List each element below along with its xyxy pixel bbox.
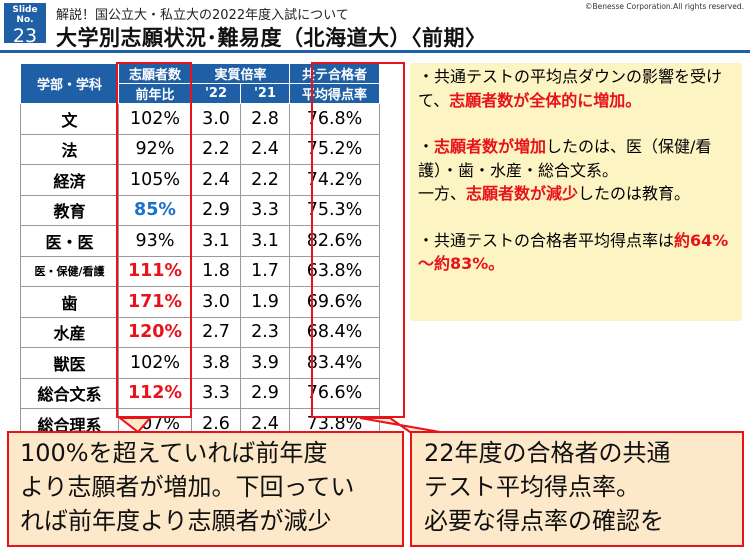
applicants-column-highlight — [116, 62, 192, 418]
note-emphasis: 志願者数が全体的に増加。 — [449, 90, 642, 110]
ratio22-cell: 3.0 — [191, 286, 241, 318]
col-header-y22: '22 — [191, 83, 241, 104]
score-cell: 69.6% — [289, 286, 380, 318]
slide-label: Slide No. — [12, 5, 38, 25]
score-cell: 73.8% — [289, 408, 380, 440]
score-callout — [410, 431, 744, 547]
table-row: 総合文系 112% 3.3 2.9 76.6% — [20, 377, 380, 409]
callout-line: 22年度の合格者の共通 — [424, 439, 671, 467]
callout-line: 必要な得点率の確認を — [424, 507, 664, 535]
callout-line: 100%を超えていれば前年度 — [20, 439, 328, 467]
callout-line: れば前年度より志願者が減少 — [20, 507, 332, 535]
score-cell: 76.6% — [289, 377, 380, 409]
dept-cell: 水産 — [20, 316, 119, 348]
table-row: 教育 85% 2.9 3.3 75.3% — [20, 194, 380, 226]
note-paragraph: ・志願者数が増加したのは、医（保健/看護）・歯・水産・総合文系。一方、志願者数が… — [418, 135, 734, 206]
dept-cell: 医・医 — [20, 225, 119, 257]
note-text: したのは、医（保健/看護）・歯・水産・総合文系。 — [418, 137, 712, 180]
col-header-y21: '21 — [240, 83, 290, 104]
applicants-cell-increase: 171% — [118, 286, 192, 318]
page-subtitle: 解説！国公立大・私立大の2022年度入試について — [56, 8, 349, 23]
applicants-callout — [7, 431, 404, 547]
note-text: したのは教育。 — [578, 184, 691, 203]
ratio21-cell: 2.3 — [240, 316, 290, 348]
admission-table: 学部・学科 志願者数 実質倍率 共テ合格者 前年比 '22 '21 平均得点率 … — [20, 63, 380, 440]
ratio22-cell: 2.2 — [191, 133, 241, 165]
score-cell: 83.4% — [289, 347, 380, 379]
col-header-applicants-2: 前年比 — [118, 83, 192, 104]
score-cell: 68.4% — [289, 316, 380, 348]
ratio22-cell: 3.3 — [191, 377, 241, 409]
callout-line: より志願者が増加。下回ってい — [20, 473, 355, 501]
table-row: 文 102% 3.0 2.8 76.8% — [20, 103, 380, 135]
col-header-applicants-1: 志願者数 — [118, 63, 192, 84]
table-row: 医・医 93% 3.1 3.1 82.6% — [20, 225, 380, 257]
ratio21-cell: 2.2 — [240, 164, 290, 196]
note-paragraph: ・共通テストの合格者平均得点率は約64%～約83%。 — [418, 229, 734, 276]
score-callout-text: 22年度の合格者の共通 テスト平均得点率。 必要な得点率の確認を — [424, 436, 671, 538]
note-emphasis: 志願者数が減少 — [466, 184, 579, 203]
ratio22-cell: 3.8 — [191, 347, 241, 379]
applicants-cell-decrease: 85% — [118, 194, 192, 226]
table-row: 歯 171% 3.0 1.9 69.6% — [20, 286, 380, 318]
score-cell: 75.2% — [289, 133, 380, 165]
col-header-dept: 学部・学科 — [20, 63, 119, 104]
page-title: 大学別志願状況･難易度（北海道大）〈前期〉 — [56, 26, 487, 50]
ratio22-cell: 2.4 — [191, 164, 241, 196]
dept-cell: 総合文系 — [20, 377, 119, 409]
score-cell: 82.6% — [289, 225, 380, 257]
score-column-highlight — [311, 62, 405, 418]
table-row: 総合理系 107% 2.6 2.4 73.8% — [20, 408, 380, 440]
applicants-cell: 102% — [118, 103, 192, 135]
notes-panel: ・共通テストの平均点ダウンの影響を受けて、志願者数が全体的に増加。 ・志願者数が… — [410, 63, 742, 321]
score-cell: 63.8% — [289, 255, 380, 287]
ratio22-cell: 1.8 — [191, 255, 241, 287]
note-paragraph: ・共通テストの平均点ダウンの影響を受けて、志願者数が全体的に増加。 — [418, 65, 734, 112]
ratio21-cell: 1.9 — [240, 286, 290, 318]
note-text: 一方、 — [418, 184, 467, 203]
dept-cell: 経済 — [20, 164, 119, 196]
dept-cell: 歯 — [20, 286, 119, 318]
ratio21-cell: 3.1 — [240, 225, 290, 257]
applicants-cell: 105% — [118, 164, 192, 196]
col-header-ratio: 実質倍率 — [191, 63, 290, 84]
table-row: 経済 105% 2.4 2.2 74.2% — [20, 164, 380, 196]
slide-number: 23 — [12, 25, 38, 47]
slide-number-badge: Slide No. 23 — [4, 3, 46, 47]
header-divider — [0, 50, 750, 53]
applicants-cell-increase: 112% — [118, 377, 192, 409]
ratio22-cell: 2.9 — [191, 194, 241, 226]
ratio21-cell: 2.4 — [240, 133, 290, 165]
note-text: ・共通テストの平均点ダウンの影響を受けて、 — [418, 67, 723, 110]
score-cell: 75.3% — [289, 194, 380, 226]
callout-line: テスト平均得点率。 — [424, 473, 640, 501]
note-emphasis: 約64%～約83%。 — [418, 230, 729, 274]
score-cell: 74.2% — [289, 164, 380, 196]
note-text: ・共通テストの合格者平均得点率は — [418, 230, 675, 250]
note-text: ・ — [418, 137, 435, 156]
note-emphasis: 志願者数が増加 — [434, 137, 547, 156]
ratio22-cell: 2.7 — [191, 316, 241, 348]
copyright: ©Benesse Corporation.All rights reserved… — [584, 2, 744, 11]
applicants-callout-text: 100%を超えていれば前年度 より志願者が増加。下回ってい れば前年度より志願者… — [20, 436, 354, 538]
